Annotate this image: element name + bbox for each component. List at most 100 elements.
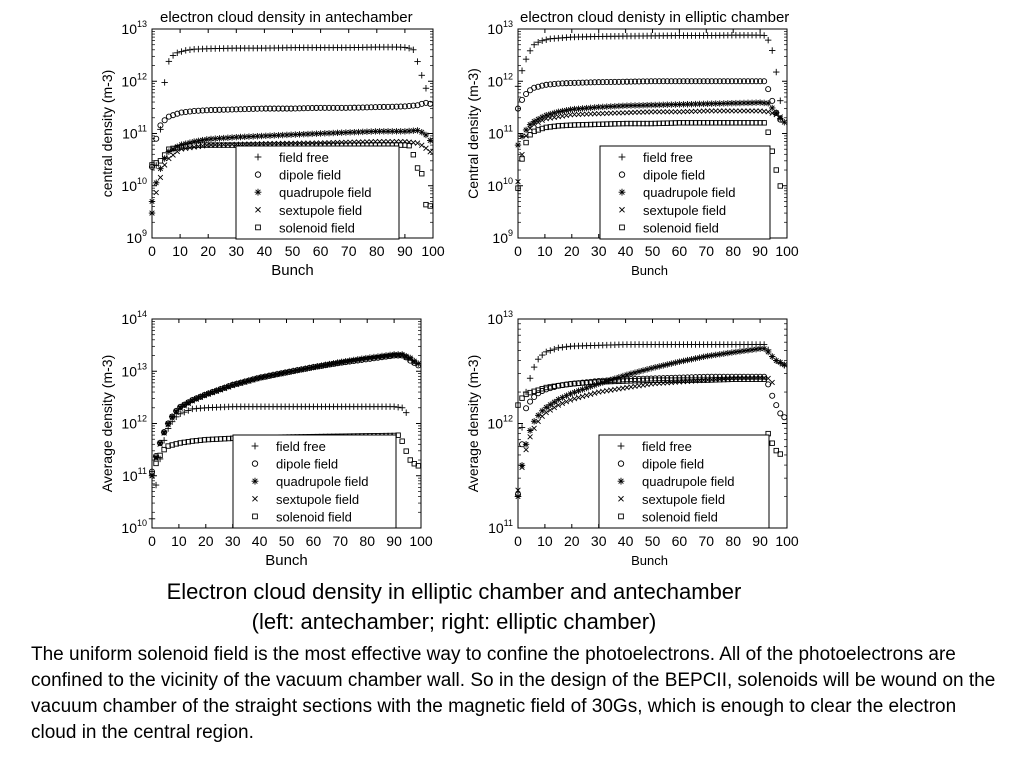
data-point (169, 415, 175, 421)
charts-canvas: 0 10 20 30 40 50 60 70 80 90 100109101010111012101… (99, 9, 799, 569)
legend-label: solenoid field (279, 220, 355, 235)
x-tick-label: 10 (537, 243, 553, 259)
series-plus (148, 403, 410, 522)
data-point (350, 356, 357, 364)
data-point (769, 379, 775, 386)
data-point (660, 362, 667, 369)
legend-label: solenoid field (642, 509, 718, 524)
data-point (647, 365, 655, 372)
data-point (414, 58, 421, 65)
data-point (555, 402, 562, 408)
x-axis-label: Bunch (631, 553, 668, 568)
data-point (656, 109, 662, 115)
data-point (290, 368, 296, 375)
chart-elliptic-average: 0 10 20 30 40 50 60 70 80 90 100 1011 1012 1013 Bunch A… (465, 309, 799, 568)
data-point (527, 434, 533, 440)
data-point (246, 378, 252, 384)
data-point (355, 104, 362, 111)
data-point (161, 430, 167, 436)
data-point (185, 400, 192, 407)
data-point (571, 79, 578, 86)
data-point (551, 345, 558, 353)
data-point (245, 105, 252, 113)
data-point (724, 78, 731, 85)
data-point (330, 104, 337, 111)
legend-label: dipole field (279, 168, 341, 183)
legend-label: dipole field (276, 457, 338, 472)
data-point (530, 418, 538, 425)
data-point (338, 129, 345, 136)
data-point (579, 111, 586, 117)
data-point (296, 105, 303, 112)
data-point (648, 78, 655, 85)
data-point (643, 366, 651, 373)
data-point (591, 79, 598, 86)
x-tick-label: 20 (564, 243, 580, 259)
y-tick-label: 109 (492, 228, 513, 246)
y-tick-label: 1011 (122, 124, 147, 142)
data-point (712, 108, 719, 114)
x-tick-label: 100 (775, 243, 799, 259)
legend-marker-square (619, 224, 625, 231)
data-point (519, 151, 525, 158)
data-point (781, 119, 788, 126)
data-point (157, 165, 164, 172)
data-point (611, 78, 618, 85)
data-point (595, 103, 602, 111)
data-point (716, 78, 723, 85)
data-point (515, 178, 521, 185)
data-point (216, 106, 223, 113)
data-point (773, 111, 779, 118)
y-tick-label: 1011 (488, 518, 513, 536)
data-point (627, 78, 634, 85)
data-point (186, 46, 194, 53)
data-point (205, 391, 212, 397)
data-point (519, 395, 525, 401)
data-point (530, 41, 538, 48)
data-point (769, 353, 776, 360)
data-point (567, 106, 574, 113)
y-axis-label: central density (m-3) (99, 70, 115, 198)
data-point (773, 68, 780, 76)
data-point (342, 104, 349, 111)
data-point (688, 356, 695, 363)
data-point (619, 78, 626, 85)
data-point (403, 448, 409, 454)
legend-marker-asterisk (618, 188, 626, 196)
y-tick-label: 1012 (487, 71, 513, 89)
data-point (152, 481, 160, 489)
data-point (777, 114, 783, 120)
data-point (390, 403, 398, 410)
data-point (526, 47, 534, 54)
data-point (773, 167, 779, 173)
data-point (418, 72, 425, 79)
data-point (385, 103, 392, 110)
data-point (651, 364, 659, 371)
x-axis-label: Bunch (271, 262, 314, 279)
data-point (623, 371, 631, 379)
series-circle (148, 99, 434, 170)
data-point (761, 78, 768, 85)
data-point (376, 104, 383, 111)
data-point (555, 344, 562, 352)
data-point (740, 78, 747, 85)
x-tick-label: 90 (752, 243, 768, 259)
data-point (212, 106, 219, 113)
data-point (207, 135, 215, 143)
data-point (422, 85, 430, 92)
data-point (583, 79, 590, 86)
data-point (704, 352, 711, 360)
data-point (741, 108, 747, 114)
data-point (769, 148, 775, 154)
data-point (157, 126, 164, 133)
data-point (531, 393, 538, 400)
data-point (225, 384, 232, 390)
legend-marker-plus (251, 442, 259, 450)
y-axis-label: Central density (m-3) (465, 68, 481, 199)
data-point (760, 345, 768, 352)
data-point (157, 158, 164, 164)
data-point (777, 410, 784, 417)
data-point (181, 403, 187, 409)
data-point (736, 348, 744, 355)
y-tick-label: 1010 (487, 176, 513, 194)
